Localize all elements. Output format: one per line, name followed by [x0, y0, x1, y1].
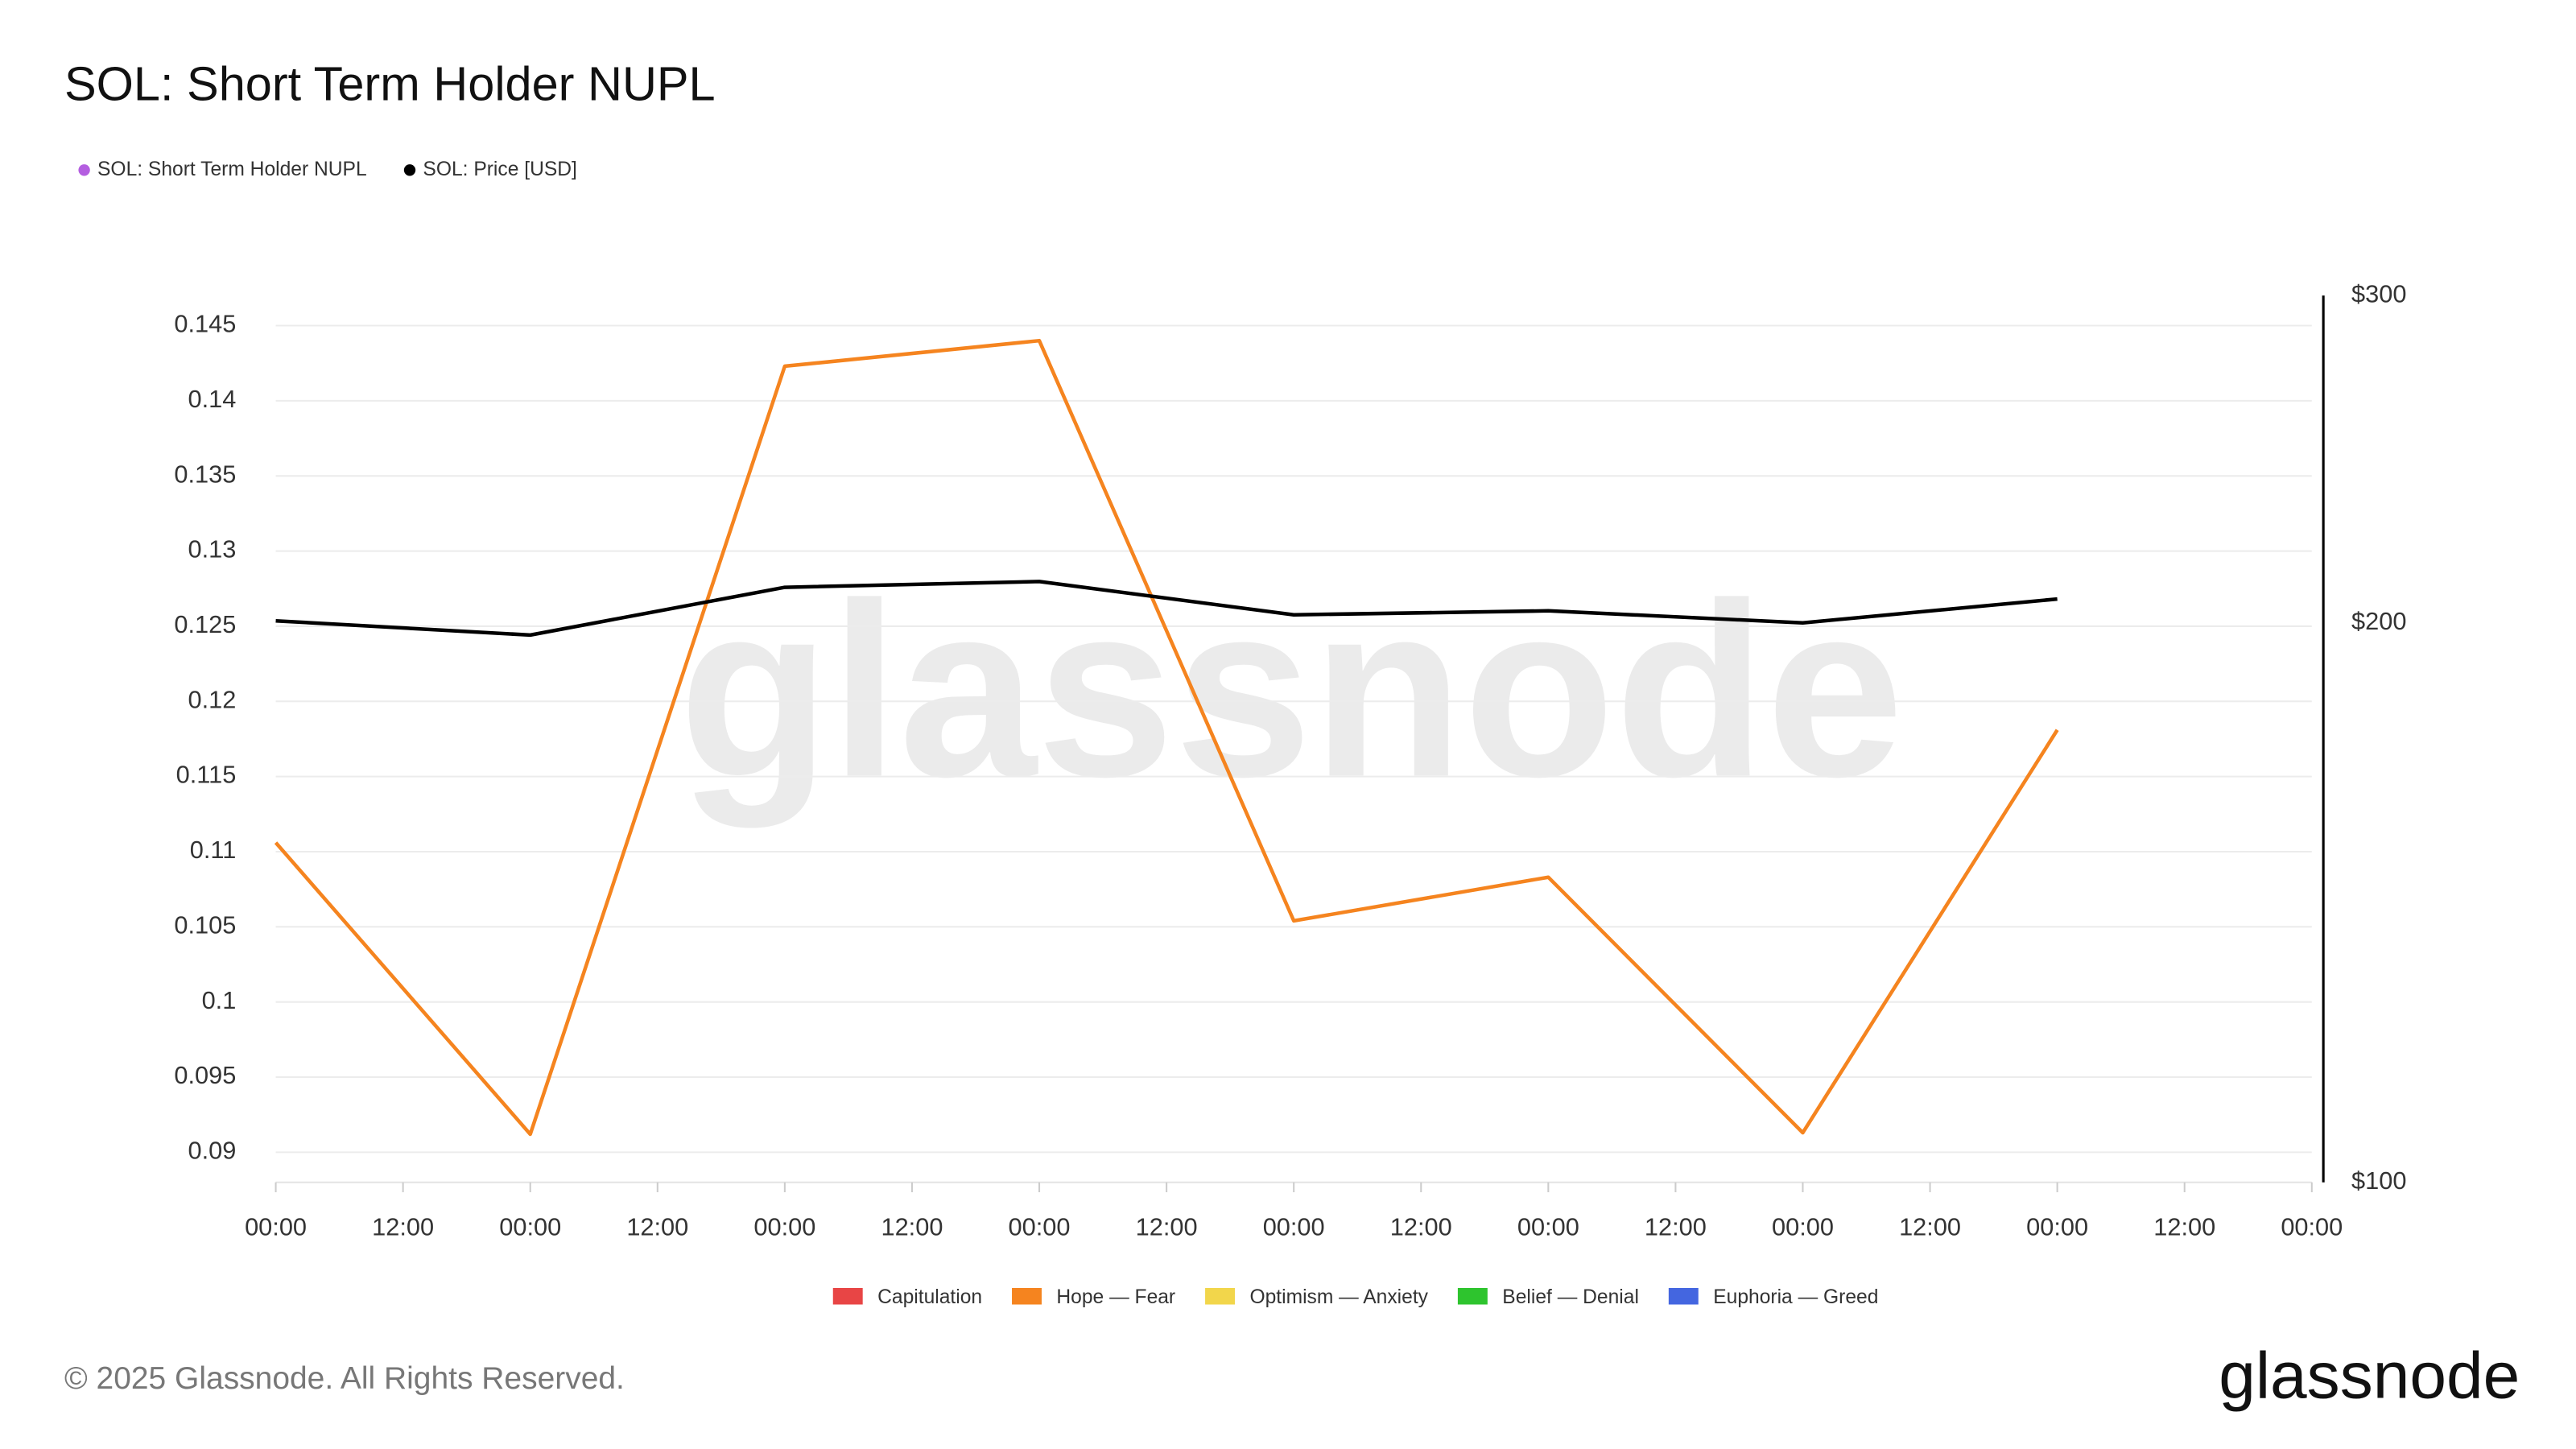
x-tick-label: 12:00	[1645, 1212, 1707, 1241]
zone-label: Euphoria — Greed	[1713, 1286, 1878, 1308]
x-tick-label: 00:00	[1009, 1212, 1071, 1241]
y-tick-label: 0.125	[174, 610, 236, 638]
x-tick-label: 12:00	[1136, 1212, 1198, 1241]
x-tick-label: 00:00	[245, 1212, 307, 1241]
zone-label: Optimism — Anxiety	[1249, 1286, 1428, 1308]
y-tick-label: 0.115	[176, 761, 237, 789]
y-tick-label: 0.11	[190, 836, 237, 864]
y-tick-label: 0.09	[188, 1137, 236, 1165]
zone-label: Capitulation	[877, 1286, 982, 1308]
series-line	[274, 338, 2059, 1137]
zone-legend-item: Optimism — Anxiety	[1205, 1286, 1429, 1308]
zone-swatch	[1012, 1288, 1042, 1305]
y-tick-label: 0.095	[174, 1061, 236, 1089]
y-tick-label: 0.12	[188, 685, 236, 713]
x-tick-label: 12:00	[626, 1212, 688, 1241]
zone-swatch	[832, 1288, 863, 1305]
zone-legend-item: Hope — Fear	[1012, 1286, 1175, 1308]
x-tick-label: 12:00	[2153, 1212, 2215, 1241]
copyright: © 2025 Glassnode. All Rights Reserved.	[64, 1361, 625, 1396]
zone-legend-item: Capitulation	[832, 1286, 982, 1308]
chart-title: SOL: Short Term Holder NUPL	[64, 56, 716, 110]
y2-tick-label: $100	[2351, 1166, 2406, 1195]
watermark: glassnode	[679, 551, 1904, 829]
zone-swatch	[1668, 1288, 1699, 1305]
legend-marker	[403, 164, 416, 176]
x-tick-label: 00:00	[2281, 1212, 2343, 1241]
y-tick-label: 0.105	[174, 910, 236, 939]
zone-label: Belief — Denial	[1502, 1286, 1639, 1308]
x-tick-label: 00:00	[2026, 1212, 2088, 1241]
x-tick-label: 12:00	[372, 1212, 434, 1241]
x-tick-label: 12:00	[1899, 1212, 1961, 1241]
zone-swatch	[1205, 1288, 1235, 1305]
y2-tick-label: $300	[2351, 279, 2406, 308]
y-tick-label: 0.135	[174, 460, 236, 488]
legend-label: SOL: Price [USD]	[423, 159, 576, 180]
y-tick-label: 0.145	[174, 310, 236, 338]
x-tick-label: 00:00	[753, 1212, 815, 1241]
plot	[274, 338, 2059, 1137]
legend-marker	[78, 164, 90, 176]
y-tick-label: 0.14	[188, 385, 236, 413]
x-tick-label: 00:00	[1263, 1212, 1325, 1241]
x-tick-label: 00:00	[1517, 1212, 1579, 1241]
zone-legend-item: Belief — Denial	[1457, 1286, 1639, 1308]
y-tick-label: 0.1	[202, 986, 237, 1014]
x-tick-label: 00:00	[499, 1212, 561, 1241]
zone-legend-item: Euphoria — Greed	[1668, 1286, 1878, 1308]
y-tick-label: 0.13	[188, 535, 236, 564]
logo: glassnode	[2219, 1340, 2520, 1413]
y2-tick-label: $200	[2351, 607, 2406, 635]
zone-label: Hope — Fear	[1056, 1286, 1175, 1308]
grid	[275, 295, 2325, 1193]
x-tick-label: 12:00	[1390, 1212, 1452, 1241]
x-tick-label: 12:00	[881, 1212, 943, 1241]
series-line	[275, 580, 2058, 638]
zone-swatch	[1457, 1288, 1488, 1305]
legend-label: SOL: Short Term Holder NUPL	[97, 159, 367, 180]
x-tick-label: 00:00	[1772, 1212, 1834, 1241]
